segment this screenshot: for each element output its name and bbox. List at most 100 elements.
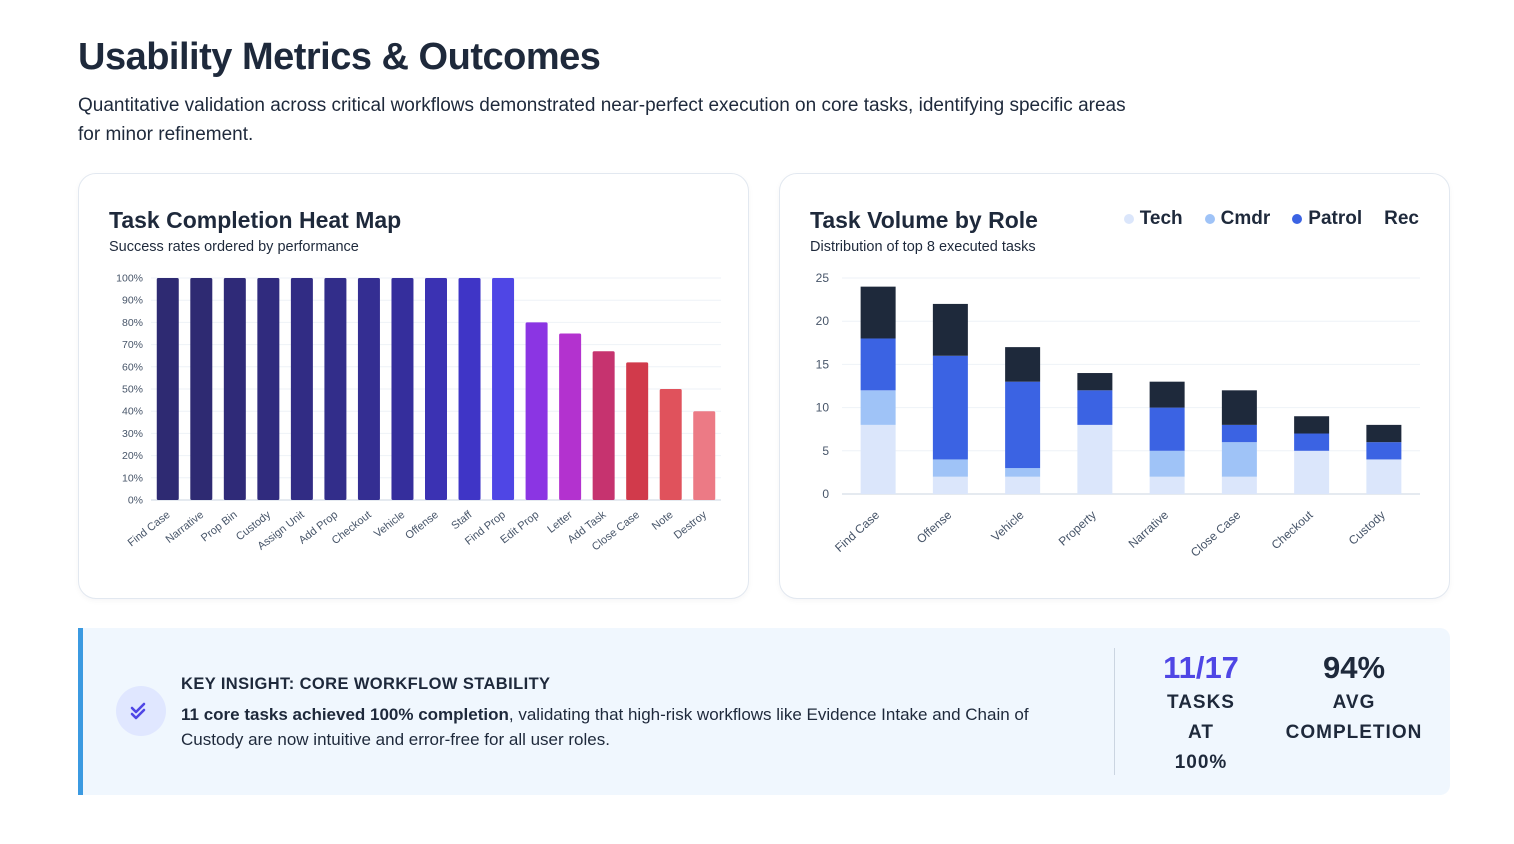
x-tick-label: Find Case bbox=[126, 509, 173, 549]
bar-offense-cmdr bbox=[932, 459, 968, 477]
bar-checkout-patrol bbox=[1294, 433, 1330, 451]
legend-dot-tech bbox=[1123, 214, 1134, 224]
bar-vehicle bbox=[391, 278, 414, 500]
bar-find-case bbox=[156, 278, 179, 500]
x-tick-label: Vehicle bbox=[989, 508, 1027, 545]
x-tick-label: Narrative bbox=[1126, 508, 1172, 551]
legend-label-patrol: Patrol bbox=[1308, 208, 1363, 229]
y-tick-label: 10 bbox=[816, 401, 830, 415]
bar-find-case-rec bbox=[860, 286, 896, 339]
stat-tasks-label-2: AT bbox=[1188, 722, 1214, 743]
bar-custody bbox=[257, 278, 280, 500]
y-tick-label: 90% bbox=[122, 295, 143, 307]
bar-property-patrol bbox=[1077, 390, 1113, 425]
stat-avg-label-1: AVG bbox=[1332, 692, 1376, 713]
bar-edit-prop bbox=[525, 322, 548, 500]
bar-find-prop bbox=[492, 278, 515, 500]
bar-narrative-patrol bbox=[1149, 407, 1185, 451]
bar-narrative-tech bbox=[1149, 476, 1185, 494]
bar-find-case-tech bbox=[860, 424, 896, 494]
stat-avg-value: 94% bbox=[1322, 650, 1386, 685]
bar-property-tech bbox=[1077, 424, 1113, 494]
legend-item-rec: Rec bbox=[1384, 208, 1419, 230]
bar-assign-unit bbox=[290, 278, 313, 500]
insight-body-rest: , validating that high-risk workflows li… bbox=[181, 705, 1029, 749]
volume-subtitle: Distribution of top 8 executed tasks bbox=[810, 239, 1036, 255]
x-tick-label: Vehicle bbox=[372, 509, 407, 540]
y-tick-label: 20% bbox=[122, 450, 143, 462]
insight-body: 11 core tasks achieved 100% completion, … bbox=[181, 702, 1091, 752]
bar-custody-tech bbox=[1366, 459, 1402, 494]
bar-add-prop bbox=[324, 278, 347, 500]
legend-dot-cmdr bbox=[1204, 214, 1215, 224]
bar-letter bbox=[559, 333, 582, 500]
bar-narrative-rec bbox=[1149, 381, 1185, 408]
bar-vehicle-rec bbox=[1005, 347, 1041, 382]
heatmap-card: Task Completion Heat Map Success rates o… bbox=[78, 173, 749, 599]
x-tick-label: Offense bbox=[914, 508, 955, 547]
x-tick-label: Close Case bbox=[1188, 508, 1244, 560]
y-tick-label: 80% bbox=[122, 317, 143, 329]
x-tick-label: Destroy bbox=[672, 509, 710, 542]
y-tick-label: 5 bbox=[822, 444, 829, 458]
bar-prop-bin bbox=[223, 278, 246, 500]
x-tick-label: Staff bbox=[449, 508, 475, 532]
key-insight-panel: KEY INSIGHT: CORE WORKFLOW STABILITY 11 … bbox=[78, 628, 1450, 795]
y-tick-label: 30% bbox=[122, 428, 143, 440]
y-tick-label: 0 bbox=[822, 487, 829, 501]
y-tick-label: 10% bbox=[122, 472, 143, 484]
volume-card: Task Volume by Role Distribution of top … bbox=[779, 173, 1450, 599]
bar-vehicle-cmdr bbox=[1005, 468, 1041, 477]
bar-staff bbox=[458, 278, 481, 500]
heatmap-chart: 0% 10% 20% 30% 40% 50% 60% 70% 80% 90% 100% Find Ca… bbox=[116, 273, 721, 553]
bar-checkout bbox=[357, 278, 380, 500]
bar-close-case-rec bbox=[1221, 390, 1257, 425]
x-tick-label: Custody bbox=[1346, 508, 1388, 548]
bar-add-task bbox=[592, 351, 615, 500]
bar-close-case-tech bbox=[1221, 476, 1257, 494]
bar-destroy bbox=[693, 411, 716, 500]
stat-avg-completion: 94% AVG COMPLETION bbox=[1273, 648, 1435, 748]
bar-close-case-cmdr bbox=[1221, 442, 1257, 477]
x-tick-label: Narrative bbox=[164, 509, 207, 546]
double-check-icon bbox=[116, 686, 166, 736]
insight-body-bold: 11 core tasks achieved 100% completion bbox=[181, 705, 509, 724]
volume-legend: Tech Cmdr Patrol Rec bbox=[1123, 208, 1419, 230]
bar-property-rec bbox=[1077, 373, 1113, 391]
legend-label-cmdr: Cmdr bbox=[1220, 208, 1271, 229]
x-tick-label: Offense bbox=[403, 509, 441, 542]
x-tick-label: Checkout bbox=[1269, 507, 1317, 552]
x-tick-label: Property bbox=[1056, 508, 1099, 549]
stat-tasks-at-100: 11/17 TASKS AT 100% bbox=[1141, 648, 1261, 778]
bar-offense bbox=[425, 278, 447, 500]
legend-dot-patrol bbox=[1292, 214, 1303, 224]
bar-offense-tech bbox=[932, 476, 968, 494]
bar-note bbox=[659, 389, 682, 500]
legend-item-cmdr: Cmdr bbox=[1204, 208, 1271, 230]
bar-vehicle-patrol bbox=[1005, 381, 1041, 469]
bar-narrative-cmdr bbox=[1149, 450, 1185, 477]
y-tick-label: 0% bbox=[128, 495, 143, 507]
bar-custody-rec bbox=[1366, 424, 1402, 443]
bar-find-case-cmdr bbox=[860, 390, 896, 425]
page-title: Usability Metrics & Outcomes bbox=[78, 36, 601, 78]
bar-checkout-tech bbox=[1294, 450, 1330, 494]
bar-narrative bbox=[190, 278, 213, 500]
stat-tasks-label-3: 100% bbox=[1174, 752, 1228, 773]
insight-heading: KEY INSIGHT: CORE WORKFLOW STABILITY bbox=[181, 675, 551, 693]
x-tick-label: Note bbox=[650, 509, 676, 533]
y-tick-label: 70% bbox=[122, 339, 143, 351]
heatmap-subtitle: Success rates ordered by performance bbox=[109, 239, 359, 255]
y-tick-label: 40% bbox=[122, 406, 143, 418]
legend-label-tech: Tech bbox=[1139, 208, 1183, 229]
insight-divider bbox=[1114, 648, 1115, 775]
stat-avg-label-2: COMPLETION bbox=[1285, 722, 1423, 743]
bar-custody-patrol bbox=[1366, 442, 1402, 460]
x-tick-label: Prop Bin bbox=[199, 509, 240, 544]
volume-title: Task Volume by Role bbox=[810, 207, 1038, 233]
y-tick-label: 25 bbox=[816, 271, 830, 285]
bar-offense-patrol bbox=[932, 355, 968, 460]
volume-chart: 0 5 10 15 20 25 Find Case Offense Vehicle Propert… bbox=[816, 271, 1420, 560]
y-tick-label: 60% bbox=[122, 361, 143, 373]
stat-tasks-value: 11/17 bbox=[1163, 650, 1239, 685]
